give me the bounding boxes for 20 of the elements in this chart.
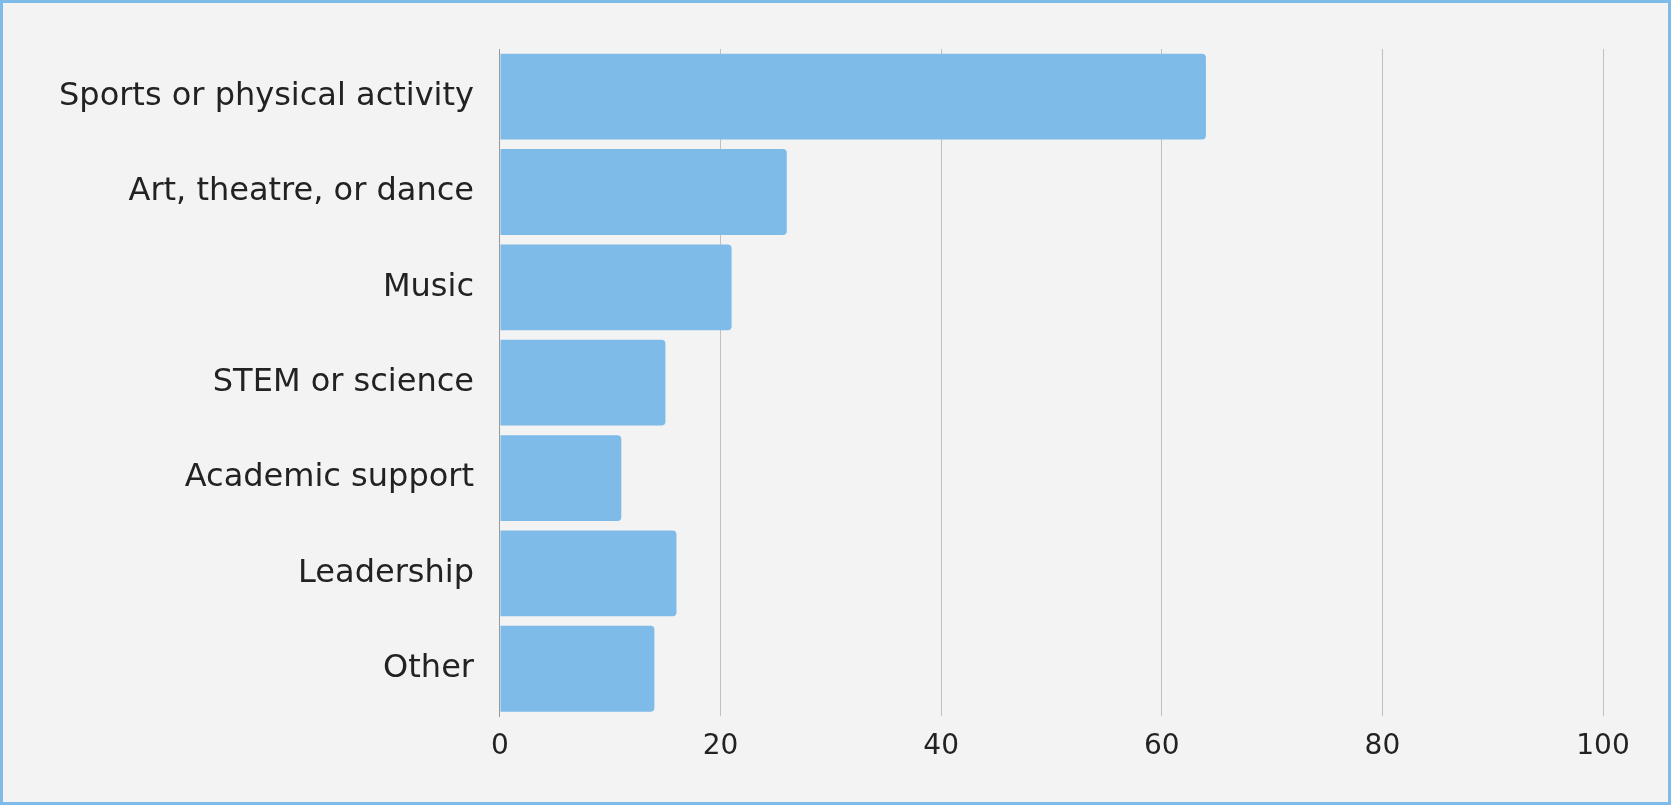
- bar: [500, 244, 732, 331]
- y-tick-label: Academic support: [184, 456, 474, 495]
- x-tick-label: 100: [1576, 728, 1630, 762]
- x-tick-label: 60: [1143, 728, 1180, 762]
- bar: [500, 625, 655, 712]
- x-tick-label: 0: [491, 728, 509, 762]
- bar: [500, 339, 666, 426]
- bar: [500, 149, 787, 235]
- y-tick-label: Music: [382, 265, 474, 304]
- bar: [500, 53, 1206, 140]
- y-tick-label: Art, theatre, or dance: [128, 170, 474, 209]
- y-tick-label: STEM or science: [212, 361, 474, 400]
- x-tick-label: 80: [1364, 728, 1401, 762]
- y-tick-label: Other: [383, 647, 475, 686]
- x-tick-label: 40: [923, 728, 959, 762]
- y-tick-label: Sports or physical activity: [59, 74, 474, 113]
- bar: [500, 530, 677, 617]
- x-tick-label: 20: [702, 728, 739, 762]
- bar: [500, 435, 622, 521]
- y-tick-label: Leadership: [298, 551, 474, 590]
